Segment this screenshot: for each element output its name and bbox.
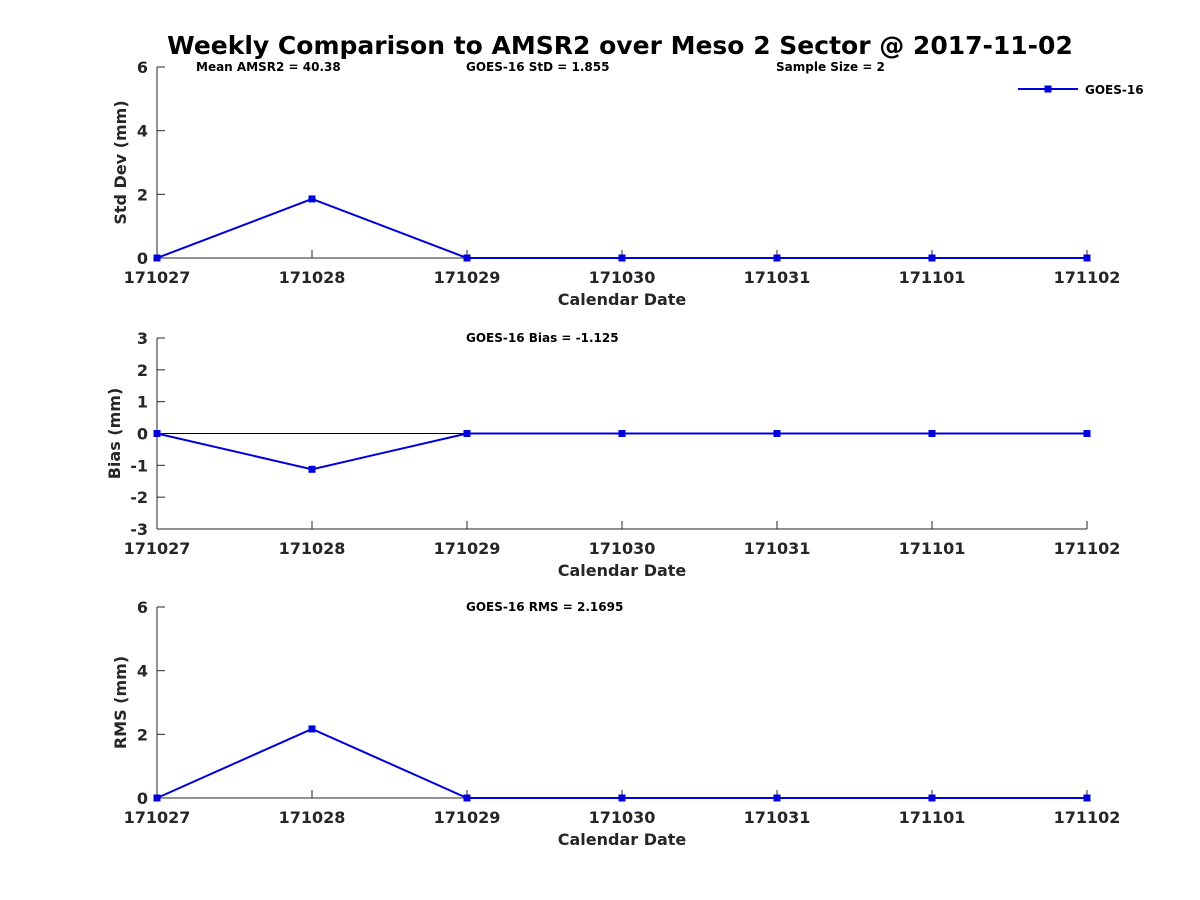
legend-marker xyxy=(1044,85,1052,93)
data-point xyxy=(773,430,781,437)
data-point xyxy=(1083,254,1091,262)
panel-3: 0 2 4 6 171027 171028 171029 171030 171031 171101… xyxy=(111,598,1120,849)
data-point xyxy=(618,430,626,437)
panel-2: -3 -2 -1 0 1 2 3 171027 171028 171029 171030 171031… xyxy=(105,329,1120,580)
data-point xyxy=(618,254,626,262)
series-line-goes16 xyxy=(156,432,1087,471)
x-tick-label: 171027 xyxy=(124,539,191,558)
x-tick-label: 171030 xyxy=(589,808,656,827)
data-point xyxy=(463,430,471,437)
y-tick-label: 1 xyxy=(137,393,148,412)
stat-annotation: GOES-16 StD = 1.855 xyxy=(466,60,609,74)
x-tick-label: 171027 xyxy=(124,268,191,287)
x-tick-label: 171030 xyxy=(589,268,656,287)
y-tick-label: 6 xyxy=(137,598,148,617)
data-point xyxy=(773,254,781,262)
data-point xyxy=(308,465,316,473)
data-point xyxy=(928,254,936,262)
x-tick-label: 171027 xyxy=(124,808,191,827)
x-tick-label: 171029 xyxy=(434,539,501,558)
y-tick-label: 2 xyxy=(137,725,148,744)
series-line-goes16 xyxy=(156,727,1087,799)
x-tick-label: 171031 xyxy=(744,539,811,558)
data-point xyxy=(153,794,161,802)
y-tick-label: 2 xyxy=(137,185,148,204)
chart-title: Weekly Comparison to AMSR2 over Meso 2 S… xyxy=(167,31,1073,60)
y-tick-label: 4 xyxy=(137,662,148,681)
stat-annotation: Mean AMSR2 = 40.38 xyxy=(196,60,341,74)
x-tick-label: 171028 xyxy=(279,268,346,287)
y-tick-label: 0 xyxy=(137,249,148,268)
x-tick-label: 171101 xyxy=(899,268,966,287)
y-tick-label: 0 xyxy=(137,789,148,808)
y-tick-label: -3 xyxy=(130,520,148,539)
x-axis-label: Calendar Date xyxy=(558,830,687,849)
data-point xyxy=(308,195,316,203)
x-tick-label: 171101 xyxy=(899,808,966,827)
data-point xyxy=(308,725,316,733)
stat-annotation: GOES-16 Bias = -1.125 xyxy=(466,331,619,345)
x-tick-label: 171030 xyxy=(589,539,656,558)
y-axis-label: RMS (mm) xyxy=(111,656,130,749)
x-tick-label: 171101 xyxy=(899,539,966,558)
y-tick-label: 2 xyxy=(137,361,148,380)
series-line-goes16 xyxy=(156,197,1087,259)
x-tick-label: 171028 xyxy=(279,808,346,827)
x-tick-label: 171029 xyxy=(434,808,501,827)
x-tick-label: 171102 xyxy=(1054,808,1121,827)
x-tick-label: 171102 xyxy=(1054,539,1121,558)
data-point xyxy=(1083,430,1091,437)
x-axis-label: Calendar Date xyxy=(558,290,687,309)
y-tick-label: 4 xyxy=(137,122,148,141)
y-tick-label: 0 xyxy=(137,425,148,444)
x-tick-label: 171031 xyxy=(744,268,811,287)
data-point xyxy=(928,430,936,437)
panel-1: 0 2 4 6 171027 171028 171029 171030 171031 171101… xyxy=(111,58,1144,309)
stat-annotation: Sample Size = 2 xyxy=(776,60,885,74)
data-point xyxy=(618,794,626,802)
data-point xyxy=(773,794,781,802)
y-axis-label: Bias (mm) xyxy=(105,388,124,480)
data-point xyxy=(463,254,471,262)
data-point xyxy=(153,254,161,262)
legend: GOES-16 xyxy=(1018,83,1144,97)
x-tick-label: 171102 xyxy=(1054,268,1121,287)
y-tick-label: 3 xyxy=(137,329,148,348)
stat-annotation: GOES-16 RMS = 2.1695 xyxy=(466,600,623,614)
x-tick-label: 171029 xyxy=(434,268,501,287)
x-tick-label: 171028 xyxy=(279,539,346,558)
data-point xyxy=(463,794,471,802)
y-axis-label: Std Dev (mm) xyxy=(111,100,130,224)
data-point xyxy=(1083,794,1091,802)
data-point xyxy=(928,794,936,802)
y-tick-label: -2 xyxy=(130,488,148,507)
x-tick-label: 171031 xyxy=(744,808,811,827)
data-point xyxy=(153,430,161,437)
y-tick-label: 6 xyxy=(137,58,148,77)
legend-entry-goes16: GOES-16 xyxy=(1085,83,1144,97)
y-tick-label: -1 xyxy=(130,456,148,475)
x-axis-label: Calendar Date xyxy=(558,561,687,580)
